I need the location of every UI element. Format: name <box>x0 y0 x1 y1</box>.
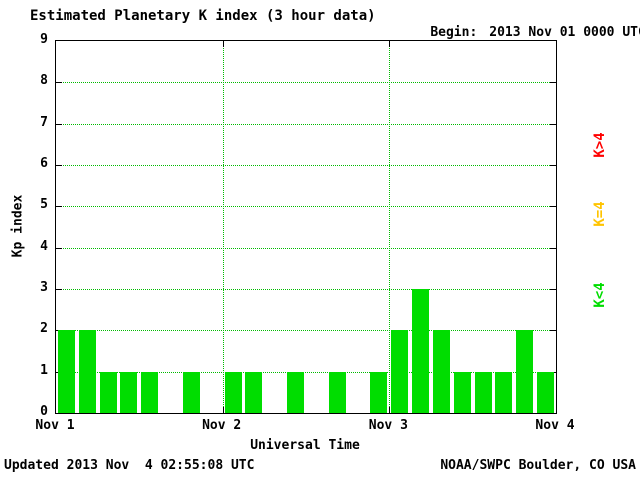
horizontal-gridline <box>56 165 556 166</box>
kp-bar <box>245 371 263 413</box>
begin-timestamp: Begin: 2013 Nov 01 0000 UTC <box>399 10 640 55</box>
x-tick-mark <box>389 41 391 47</box>
legend-k-gt-4: K>4 <box>592 132 608 158</box>
kp-bar <box>141 371 159 413</box>
x-tick-label: Nov 1 <box>35 418 75 433</box>
kp-bar <box>391 330 409 413</box>
y-tick-mark <box>550 206 556 208</box>
kp-bar <box>453 371 471 413</box>
horizontal-gridline <box>56 247 556 249</box>
y-tick-label: 5 <box>40 197 48 213</box>
y-tick-label: 6 <box>40 156 48 171</box>
y-tick-mark <box>550 123 556 125</box>
x-tick-mark <box>389 407 391 413</box>
kp-bar <box>537 371 555 413</box>
y-tick-mark <box>56 82 62 84</box>
begin-label: Begin: <box>430 25 478 40</box>
kp-bar <box>120 371 138 413</box>
y-tick-mark <box>56 165 62 166</box>
y-tick-mark <box>550 247 556 249</box>
kp-bar <box>412 289 430 413</box>
kp-bar <box>99 371 117 413</box>
x-tick-label: Nov 2 <box>202 418 242 433</box>
horizontal-gridline <box>56 371 556 373</box>
horizontal-gridline <box>56 206 556 208</box>
y-tick-label: 2 <box>40 321 48 337</box>
x-tick-label: Nov 4 <box>535 418 575 433</box>
horizontal-gridline <box>56 82 556 84</box>
begin-value: 2013 Nov 01 0000 UTC <box>489 25 640 40</box>
horizontal-gridline <box>56 330 556 332</box>
kp-bar <box>57 330 75 413</box>
y-tick-mark <box>56 123 62 125</box>
kp-bar <box>516 330 534 413</box>
kp-bar <box>328 371 346 413</box>
y-tick-mark <box>56 289 62 290</box>
y-tick-mark <box>550 82 556 84</box>
y-tick-mark <box>56 247 62 249</box>
y-tick-mark <box>550 330 556 332</box>
y-tick-label: 4 <box>40 238 48 254</box>
kp-bar <box>370 371 388 413</box>
kp-bar <box>224 371 242 413</box>
y-tick-label: 1 <box>40 362 48 378</box>
x-tick-mark <box>222 407 224 413</box>
y-tick-mark <box>550 289 556 290</box>
day-boundary-gridline <box>222 41 224 413</box>
kp-bar <box>495 371 513 413</box>
source-attribution: NOAA/SWPC Boulder, CO USA <box>440 458 636 473</box>
y-tick-label: 9 <box>40 32 48 47</box>
legend-k-eq-4: K=4 <box>592 201 608 227</box>
y-tick-label: 7 <box>40 114 48 130</box>
x-tick-mark <box>222 41 224 47</box>
horizontal-gridline <box>56 123 556 125</box>
y-tick-label: 3 <box>40 280 48 295</box>
y-tick-mark <box>550 165 556 166</box>
kp-bar <box>182 371 200 413</box>
legend-k-lt-4: K<4 <box>592 282 608 308</box>
chart-title: Estimated Planetary K index (3 hour data… <box>30 8 376 24</box>
kp-bar <box>432 330 450 413</box>
x-tick-label: Nov 3 <box>368 418 408 433</box>
y-axis-title: Kp index <box>10 194 26 258</box>
updated-timestamp: Updated 2013 Nov 4 02:55:08 UTC <box>4 458 255 473</box>
horizontal-gridline <box>56 289 556 290</box>
kp-bar <box>474 371 492 413</box>
kp-bar <box>78 330 96 413</box>
y-tick-mark <box>56 206 62 208</box>
plot-area <box>55 40 557 414</box>
x-axis-title: Universal Time <box>250 438 360 453</box>
day-boundary-gridline <box>389 41 391 413</box>
kp-bar <box>287 371 305 413</box>
y-tick-label: 8 <box>40 73 48 89</box>
y-tick-label: 0 <box>40 404 48 419</box>
